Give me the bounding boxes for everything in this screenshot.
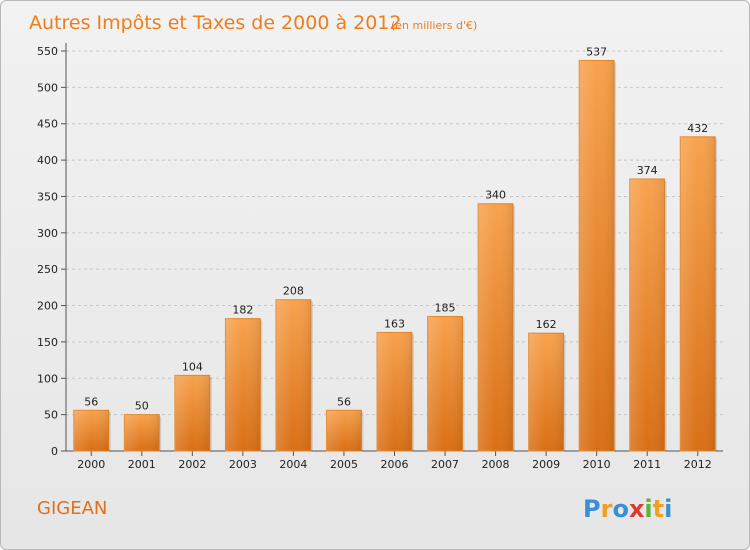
bar-highlight — [174, 375, 210, 451]
y-tick-label: 150 — [37, 336, 58, 349]
x-tick-label: 2001 — [128, 458, 156, 471]
x-tick-label: 2010 — [583, 458, 611, 471]
data-label: 162 — [536, 318, 557, 331]
y-tick-label: 550 — [37, 45, 58, 58]
data-label: 432 — [687, 122, 708, 135]
bar-highlight — [275, 299, 311, 451]
data-label: 56 — [337, 395, 351, 408]
y-tick-label: 250 — [37, 263, 58, 276]
bar-highlight — [478, 203, 514, 451]
logo-letter: r — [601, 495, 613, 523]
x-tick-label: 2011 — [633, 458, 661, 471]
x-tick-label: 2009 — [532, 458, 560, 471]
y-tick-label: 500 — [37, 81, 58, 94]
bar-highlight — [528, 333, 564, 451]
y-tick-label: 200 — [37, 300, 58, 313]
commune-name: GIGEAN — [37, 498, 107, 519]
logo-letter: o — [612, 495, 629, 523]
x-tick-label: 2012 — [684, 458, 712, 471]
data-label: 56 — [84, 395, 98, 408]
y-tick-label: 400 — [37, 154, 58, 167]
data-label: 208 — [283, 285, 304, 298]
x-tick-label: 2007 — [431, 458, 459, 471]
bar-highlight — [225, 318, 261, 451]
logo-letter: t — [653, 495, 664, 523]
bar-highlight — [377, 332, 412, 451]
bar-highlight — [680, 136, 716, 451]
logo-letter: i — [644, 495, 652, 523]
x-tick-label: 2008 — [482, 458, 510, 471]
bar-highlight — [73, 410, 109, 451]
data-label: 163 — [384, 317, 405, 330]
proxiti-logo: Proxiti — [583, 495, 672, 523]
chart-title: Autres Impôts et Taxes de 2000 à 2012 — [29, 12, 402, 34]
data-label: 185 — [435, 301, 456, 314]
logo-letter: P — [583, 495, 601, 523]
y-tick-label: 350 — [37, 190, 58, 203]
bar-highlight — [579, 60, 615, 452]
x-tick-label: 2002 — [178, 458, 206, 471]
data-label: 537 — [586, 45, 607, 58]
labels: 56 50 104 182 208 56 163 185 340 162 537 374 432 — [84, 45, 708, 412]
x-tick-label: 2005 — [330, 458, 358, 471]
x-tick-label: 2003 — [229, 458, 257, 471]
chart-unit: (en milliers d'€) — [391, 19, 477, 32]
logo-letter: x — [629, 495, 645, 523]
y-tick-label: 450 — [37, 118, 58, 131]
y-tick-label: 300 — [37, 227, 58, 240]
x-tick-label: 2000 — [77, 458, 105, 471]
data-label: 340 — [485, 189, 506, 202]
data-label: 104 — [182, 360, 203, 373]
x-tick-label: 2006 — [381, 458, 409, 471]
data-label: 374 — [637, 164, 658, 177]
y-tick-label: 50 — [44, 409, 58, 422]
bars — [73, 59, 718, 452]
y-tick-label: 100 — [37, 372, 58, 385]
data-label: 182 — [232, 304, 253, 317]
x-tick-label: 2004 — [279, 458, 307, 471]
bar-highlight — [629, 179, 665, 451]
logo-letter: i — [664, 495, 672, 523]
bar-highlight — [124, 414, 160, 451]
data-label: 50 — [135, 400, 149, 413]
y-tick-label: 0 — [51, 445, 58, 458]
bar-highlight — [427, 316, 463, 451]
bar-highlight — [326, 410, 362, 451]
